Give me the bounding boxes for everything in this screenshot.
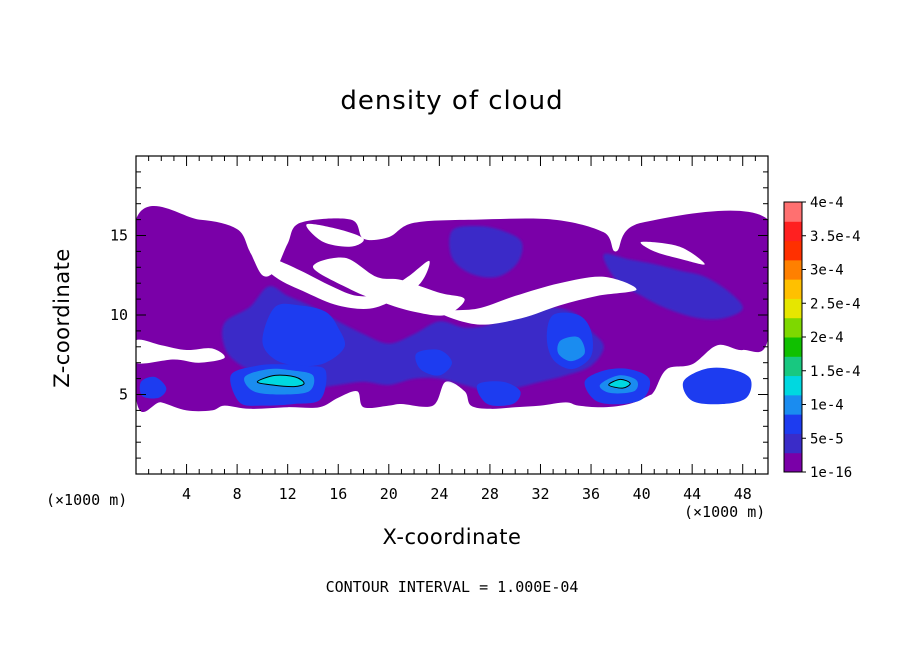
colorbar-label: 2e-4 bbox=[810, 330, 844, 346]
chart-title: density of cloud bbox=[340, 86, 564, 116]
x-tick-label: 40 bbox=[633, 485, 651, 503]
x-tick-label: 28 bbox=[481, 485, 499, 503]
x-unit-label-left: (×1000 m) bbox=[46, 491, 128, 509]
x-unit-label-right: (×1000 m) bbox=[684, 503, 766, 521]
contour-region-level-2 bbox=[262, 303, 346, 367]
colorbar-label: 3.5e-4 bbox=[810, 229, 861, 245]
contour-region-level-2 bbox=[415, 349, 452, 376]
contour-region-level-4 bbox=[608, 378, 631, 389]
x-tick-label: 24 bbox=[430, 485, 448, 503]
x-tick-label: 12 bbox=[279, 485, 297, 503]
colorbar-swatch bbox=[784, 356, 802, 377]
x-tick-label: 32 bbox=[531, 485, 549, 503]
colorbar-swatch bbox=[784, 279, 802, 299]
colorbar-swatch bbox=[784, 375, 802, 396]
colorbar-swatch bbox=[784, 394, 802, 415]
y-tick-label: 5 bbox=[119, 386, 128, 404]
contour-region-level-2 bbox=[682, 367, 752, 405]
colorbar-label: 1e-4 bbox=[810, 398, 844, 414]
colorbar-swatch bbox=[784, 317, 802, 338]
colorbar-swatch bbox=[784, 452, 802, 473]
cloud-free-region bbox=[136, 339, 225, 364]
contour-region-level-4 bbox=[256, 374, 305, 388]
contour-region-level-2 bbox=[476, 381, 521, 407]
y-tick-label: 10 bbox=[110, 306, 128, 324]
colorbar-swatch bbox=[784, 202, 802, 222]
colorbar-swatch bbox=[784, 221, 802, 242]
x-tick-label: 8 bbox=[233, 485, 242, 503]
contour-region-level-3 bbox=[557, 336, 585, 362]
cloud-free-region bbox=[306, 223, 364, 247]
colorbar-swatch bbox=[784, 414, 802, 434]
contour-region-level-2 bbox=[139, 376, 167, 399]
colorbar-swatch bbox=[784, 433, 802, 454]
colorbar-label: 1e-16 bbox=[810, 465, 852, 481]
colorbar-swatch bbox=[784, 298, 802, 319]
cloud-free-region bbox=[312, 257, 465, 316]
x-tick-label: 48 bbox=[734, 485, 752, 503]
x-tick-label: 4 bbox=[182, 485, 191, 503]
colorbar-label: 5e-5 bbox=[810, 431, 844, 447]
cloud-free-region bbox=[640, 241, 705, 265]
contour-region-level-1 bbox=[603, 253, 743, 320]
x-tick-label: 16 bbox=[329, 485, 347, 503]
x-tick-label: 36 bbox=[582, 485, 600, 503]
colorbar-label: 4e-4 bbox=[810, 195, 844, 211]
colorbar-swatch bbox=[784, 337, 802, 357]
contour-region-level-1 bbox=[449, 225, 523, 278]
x-tick-label: 44 bbox=[683, 485, 701, 503]
colorbar: 1e-16 5e-5 1e-4 1.5e-4 2e-4 2.5e-4 3e-4 3.5e-4 4… bbox=[783, 195, 861, 481]
colorbar-label: 3e-4 bbox=[810, 263, 844, 279]
colorbar-swatch bbox=[784, 259, 802, 280]
x-axis-label: X-coordinate bbox=[382, 525, 522, 549]
contour-interval-note: CONTOUR INTERVAL = 1.000E-04 bbox=[325, 578, 579, 596]
y-tick-label: 15 bbox=[110, 227, 128, 245]
contour-fill-layer bbox=[136, 206, 768, 413]
colorbar-label: 1.5e-4 bbox=[810, 364, 861, 380]
cloud-free-region bbox=[439, 276, 637, 325]
colorbar-label: 2.5e-4 bbox=[810, 296, 861, 312]
colorbar-swatch bbox=[784, 240, 802, 261]
x-tick-label: 20 bbox=[380, 485, 398, 503]
